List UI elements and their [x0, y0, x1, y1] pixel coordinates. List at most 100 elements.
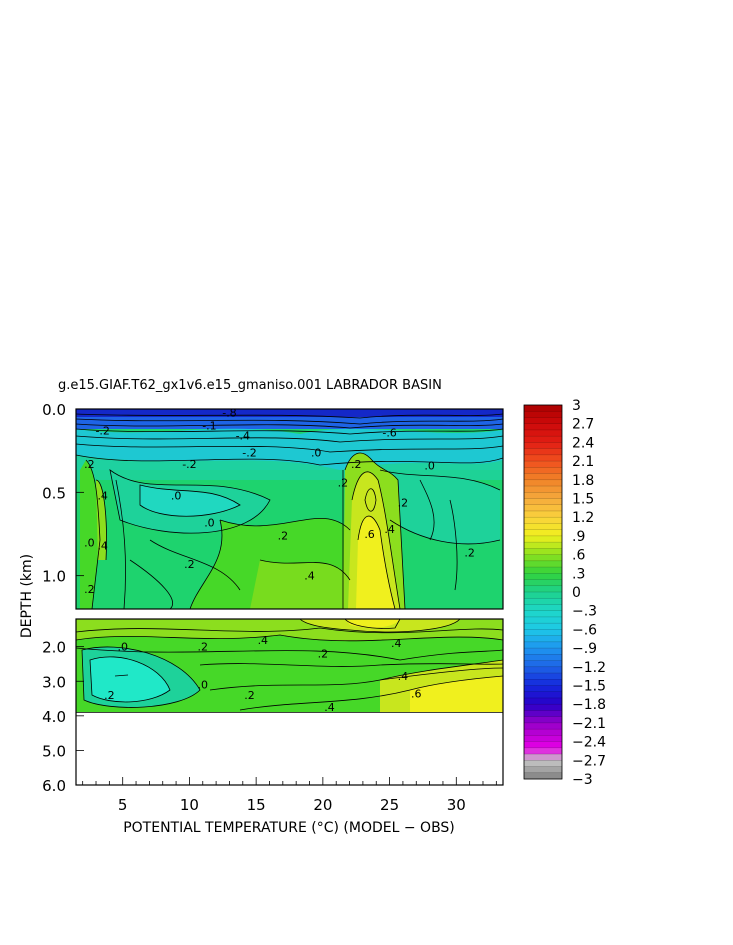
contour-label: .2	[398, 496, 409, 509]
colorbar-label: 2.1	[572, 454, 594, 470]
contour-label: .0	[117, 641, 128, 654]
colorbar-swatch	[524, 486, 562, 493]
colorbar-swatch	[524, 679, 562, 686]
colorbar-swatch	[524, 766, 562, 774]
colorbar-label: 1.5	[572, 492, 594, 508]
colorbar-label: .9	[572, 529, 585, 545]
colorbar-swatch	[524, 629, 562, 636]
contour-label: .2	[84, 583, 95, 596]
colorbar-label: −1.2	[572, 660, 606, 676]
colorbar-label: 2.7	[572, 417, 594, 433]
colorbar-swatch	[524, 760, 562, 767]
upper-frame	[75, 408, 504, 610]
colorbar-label: −2.1	[572, 716, 606, 732]
contour-label: .0	[204, 516, 215, 529]
colorbar-swatch	[524, 510, 562, 518]
colorbar-swatch	[524, 517, 562, 524]
contour-label: .2	[198, 641, 209, 654]
colorbar-swatch	[524, 635, 562, 643]
x-tick-label: 10	[180, 796, 199, 814]
colorbar-label: 2.4	[572, 435, 594, 451]
colorbar-swatch	[524, 523, 562, 530]
colorbar-swatch	[524, 542, 562, 549]
chart-title: g.e15.GIAF.T62_gx1v6.e15_gmaniso.001 LAB…	[58, 378, 442, 393]
colorbar-label: −3	[572, 772, 593, 788]
y-tick-label: 5.0	[42, 742, 66, 760]
contour-label: .4	[391, 637, 402, 650]
colorbar-swatch	[524, 722, 562, 730]
upper-contours	[76, 413, 503, 609]
colorbar-swatch	[524, 504, 562, 512]
contour-label: .4	[97, 540, 108, 553]
colorbar-swatch	[524, 498, 562, 506]
lower-panel	[76, 619, 503, 715]
colorbar-swatch	[524, 648, 562, 655]
colorbar-swatch	[524, 429, 562, 437]
colorbar-label: 1.2	[572, 510, 594, 526]
axes: 5 10 15 20 25 30 0.0 0.5 1.0 2.0 3.0 4.0 5.0 6.0	[42, 401, 497, 814]
y-tick-label: 1.0	[42, 568, 66, 586]
contour-label: .4	[384, 523, 395, 536]
colorbar-swatch	[524, 754, 562, 761]
colorbar-swatch	[524, 554, 562, 562]
colorbar-swatch	[524, 616, 562, 624]
contour-label: -.1	[202, 420, 216, 433]
upper-contour-labels: -.8-.2 -.1-.4-.2-.6-.2.0.0.2.4.0.0.2.2.6.…	[84, 406, 475, 596]
contour-label: .4	[258, 634, 269, 647]
colorbar-label: −1.5	[572, 679, 606, 695]
colorbar-swatch	[524, 454, 562, 462]
colorbar	[523, 404, 563, 780]
colorbar-swatch	[524, 598, 562, 605]
contour-label: .2	[104, 689, 115, 702]
contour-label: .2	[84, 458, 95, 471]
colorbar-swatch	[524, 666, 562, 674]
y-tick-label: 6.0	[42, 777, 66, 795]
colorbar-label: −2.7	[572, 753, 606, 769]
contour-label: -.8	[222, 406, 236, 419]
colorbar-label: −1.8	[572, 697, 606, 713]
contour-label: .0	[84, 536, 95, 549]
contour-label: .2	[278, 530, 289, 543]
colorbar-swatch	[524, 735, 562, 742]
y-tick-label: 0.0	[42, 401, 66, 419]
x-tick-label: 30	[447, 796, 466, 814]
colorbar-swatch	[524, 579, 562, 587]
colorbar-swatch	[524, 660, 562, 668]
colorbar-swatch	[524, 641, 562, 649]
contour-label: -.4	[236, 430, 250, 443]
colorbar-swatch	[524, 710, 562, 717]
lower-contour-labels: .4.4.2.2.0.4.6.0.2.2.4	[104, 634, 421, 714]
colorbar-swatch	[524, 691, 562, 699]
colorbar-swatch	[524, 560, 562, 568]
colorbar-swatch	[524, 585, 562, 593]
colorbar-swatch	[524, 461, 562, 468]
colorbar-frame	[523, 404, 563, 780]
contour-label: -.2	[182, 458, 196, 471]
colorbar-swatch	[524, 417, 562, 424]
y-tick-label: 4.0	[42, 708, 66, 726]
contour-label: .2	[244, 689, 255, 702]
contour-label: .0	[171, 490, 182, 503]
y-tick-label: 0.5	[42, 484, 66, 502]
contour-label: .4	[97, 490, 108, 503]
colorbar-swatch	[524, 673, 562, 680]
colorbar-swatch	[524, 573, 562, 580]
contour-label: .2	[351, 458, 362, 471]
contour-label: .0	[311, 446, 322, 459]
colorbar-swatch	[524, 479, 562, 487]
colorbar-swatch	[524, 772, 562, 780]
colorbar-swatch	[524, 423, 562, 431]
contour-label: .2	[318, 648, 329, 661]
colorbar-swatch	[524, 567, 562, 574]
x-tick-label: 20	[313, 796, 332, 814]
colorbar-swatch	[524, 448, 562, 456]
contour-label: .0	[198, 679, 209, 692]
contour-label: -.2	[95, 425, 109, 438]
contour-label: .2	[184, 558, 195, 571]
upper-panel	[76, 409, 503, 609]
colorbar-swatch	[524, 548, 562, 555]
lower-contours	[76, 619, 503, 711]
colorbar-label: .6	[572, 548, 585, 564]
x-tick-label: 5	[118, 796, 128, 814]
